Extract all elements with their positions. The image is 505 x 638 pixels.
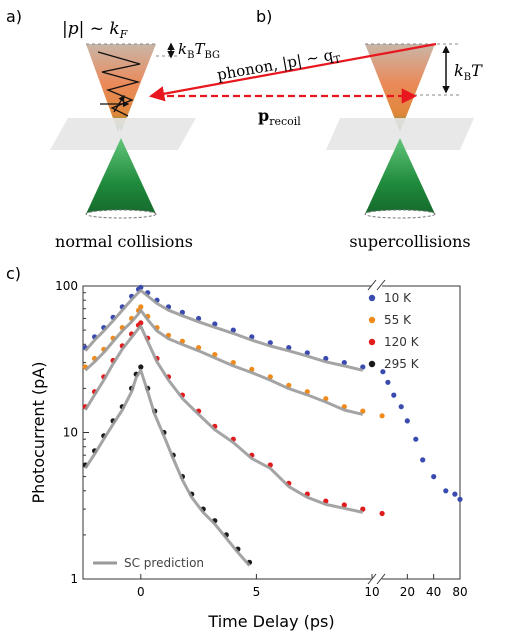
data-point-55k bbox=[379, 413, 385, 419]
data-point-10k bbox=[267, 340, 273, 346]
data-point-10k bbox=[452, 491, 458, 497]
upper-cone-a-fill bbox=[86, 44, 156, 132]
data-point-10k bbox=[286, 345, 292, 351]
lower-cone-a bbox=[86, 138, 156, 214]
data-point-55k bbox=[138, 304, 144, 310]
data-point-10k bbox=[138, 284, 144, 290]
tbg-label: kBTBG bbox=[178, 40, 220, 61]
panel-c-label: c) bbox=[6, 264, 21, 283]
lower-cone-b bbox=[365, 138, 435, 214]
axis-break-mark-1 bbox=[367, 279, 377, 291]
panel-c: c) 1 10 100 0 5 10 20 40 80 Time Delay (ps) Photoc… bbox=[6, 264, 468, 631]
data-point-120k bbox=[360, 506, 366, 512]
data-point-10k bbox=[380, 369, 386, 375]
x-tick-label: 40 bbox=[426, 585, 441, 599]
sc-legend-label: SC prediction bbox=[124, 556, 204, 570]
data-point-10k bbox=[431, 474, 437, 480]
data-point-10k bbox=[323, 355, 329, 362]
momentum-label: |p| ~ kF bbox=[62, 19, 128, 41]
legend-label: 55 K bbox=[384, 313, 412, 327]
data-point-10k bbox=[404, 418, 410, 424]
phonon-arrow bbox=[148, 42, 437, 102]
dirac-plane-a bbox=[50, 118, 196, 150]
data-point-295k bbox=[138, 364, 144, 370]
data-point-10k bbox=[457, 496, 463, 502]
supercollisions-caption: supercollisions bbox=[349, 232, 470, 251]
x-tick-label: 10 bbox=[364, 585, 379, 599]
axis-break-gap bbox=[371, 280, 382, 585]
data-point-10k bbox=[385, 379, 391, 385]
data-point-55k bbox=[360, 408, 366, 414]
data-point-10k bbox=[360, 364, 366, 370]
dirac-plane-b bbox=[326, 118, 474, 150]
y-tick-label: 10 bbox=[63, 426, 78, 440]
data-point-120k bbox=[341, 502, 347, 508]
small-arrow-2 bbox=[113, 94, 125, 113]
legend-marker bbox=[368, 316, 376, 324]
legend-label: 120 K bbox=[384, 335, 420, 349]
legend-label: 10 K bbox=[384, 291, 412, 305]
y-axis-label: Photocurrent (pA) bbox=[29, 361, 48, 503]
legend-marker bbox=[368, 360, 376, 368]
photocurrent-chart: 1 10 100 0 5 10 20 40 80 Time Delay (ps) Photocurr… bbox=[29, 279, 468, 631]
data-point-10k bbox=[341, 360, 347, 366]
legend-label: 295 K bbox=[384, 357, 420, 371]
panel-b: b) phonon, |p| ~ qT precoil kBT supercol… bbox=[148, 7, 483, 251]
panel-a: a) |p| ~ kF kBTBG normal collisions bbox=[6, 7, 220, 251]
kbt-label: kBT bbox=[454, 61, 483, 83]
sc-fit-line bbox=[84, 289, 364, 372]
normal-collisions-caption: normal collisions bbox=[55, 232, 193, 251]
lower-cone-a-base bbox=[85, 209, 157, 219]
panel-b-label: b) bbox=[256, 7, 272, 26]
sc-fit-line bbox=[84, 308, 364, 416]
recoil-label: precoil bbox=[258, 106, 301, 128]
data-point-10k bbox=[398, 404, 404, 410]
x-tick-label: 80 bbox=[452, 585, 467, 599]
x-tick-label: 5 bbox=[253, 585, 261, 599]
zigzag-scattering bbox=[97, 51, 141, 117]
lower-cone-b-base bbox=[364, 209, 436, 219]
legend-marker bbox=[368, 338, 376, 346]
panel-a-label: a) bbox=[6, 7, 22, 26]
legend-marker bbox=[368, 294, 376, 302]
x-axis-label: Time Delay (ps) bbox=[207, 612, 334, 631]
y-tick-label: 100 bbox=[55, 279, 78, 293]
axis-break-mark-2 bbox=[376, 279, 386, 291]
sc-fit-line bbox=[84, 368, 251, 567]
upper-cone-b bbox=[365, 44, 435, 132]
y-tick-label: 1 bbox=[70, 572, 78, 586]
data-point-10k bbox=[391, 392, 397, 398]
axis-break-mark-4 bbox=[376, 573, 386, 585]
plot-frame-right bbox=[380, 285, 461, 580]
data-point-120k bbox=[379, 510, 385, 517]
data-point-10k bbox=[420, 457, 426, 463]
x-tick-label: 20 bbox=[400, 585, 415, 599]
x-tick-label: 0 bbox=[137, 585, 145, 599]
data-point-10k bbox=[443, 488, 449, 494]
data-point-10k bbox=[304, 350, 310, 356]
sc-fit-line bbox=[84, 324, 364, 514]
data-point-10k bbox=[413, 436, 419, 442]
data-point-120k bbox=[138, 320, 144, 326]
